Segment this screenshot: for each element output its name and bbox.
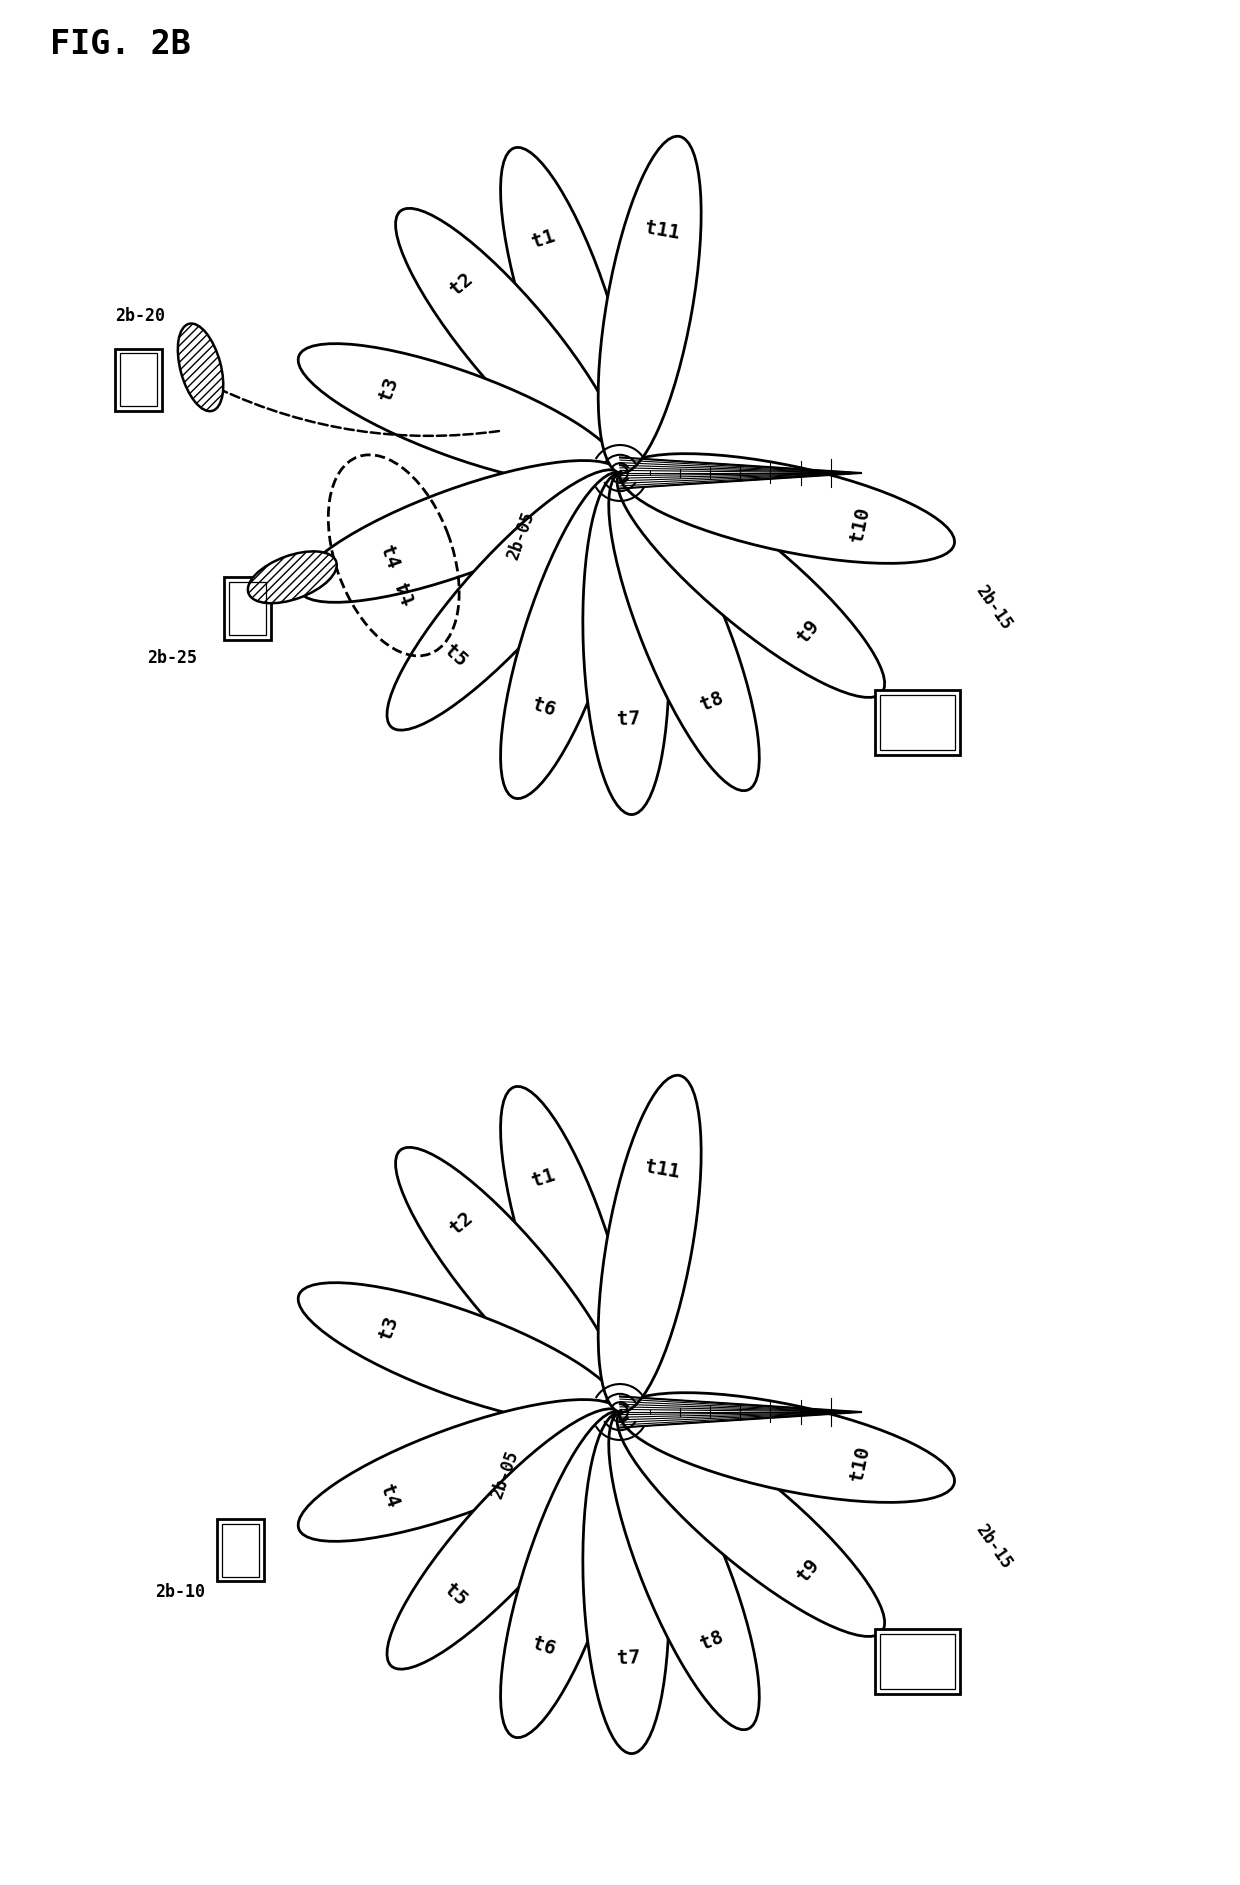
Bar [229, 582, 267, 635]
Text: t7: t7 [616, 1647, 641, 1668]
Ellipse shape [298, 343, 621, 486]
Ellipse shape [298, 1282, 621, 1425]
Text: t2: t2 [446, 270, 477, 300]
Text: t1: t1 [529, 226, 558, 251]
Ellipse shape [177, 324, 223, 411]
Text: t5: t5 [440, 641, 470, 671]
Text: t2: t2 [446, 1208, 477, 1238]
Bar [224, 577, 272, 639]
Bar [115, 349, 161, 411]
Bar [880, 696, 955, 750]
Ellipse shape [396, 1148, 625, 1416]
Text: t4: t4 [376, 543, 402, 571]
Ellipse shape [620, 454, 955, 564]
Ellipse shape [583, 1412, 670, 1753]
Text: t9: t9 [794, 616, 823, 647]
Bar [120, 352, 157, 405]
Ellipse shape [298, 460, 621, 603]
Ellipse shape [501, 1412, 634, 1738]
Text: t3: t3 [376, 375, 402, 403]
Ellipse shape [598, 1074, 701, 1412]
Ellipse shape [618, 467, 884, 697]
Text: t6: t6 [529, 694, 558, 720]
Text: 2b-25: 2b-25 [146, 648, 197, 667]
Text: t11: t11 [644, 219, 682, 243]
Bar [874, 1629, 960, 1695]
Text: t6: t6 [529, 1634, 558, 1659]
Text: 2b-15: 2b-15 [972, 1521, 1016, 1572]
Text: 2b-15: 2b-15 [972, 582, 1016, 633]
Text: t3: t3 [376, 1314, 402, 1342]
Bar [217, 1519, 264, 1582]
Bar [874, 690, 960, 756]
Ellipse shape [609, 471, 759, 790]
Text: t8: t8 [698, 688, 727, 714]
Ellipse shape [620, 1393, 955, 1502]
Text: t10: t10 [848, 505, 874, 543]
Text: t8: t8 [698, 1627, 727, 1653]
Text: t10: t10 [848, 1444, 874, 1482]
Ellipse shape [618, 1408, 884, 1636]
Ellipse shape [396, 209, 625, 475]
Bar [222, 1523, 259, 1576]
Text: t5: t5 [440, 1580, 470, 1610]
Text: t4: t4 [376, 1482, 402, 1510]
Text: 2b-05: 2b-05 [503, 509, 537, 562]
Text: t9: t9 [794, 1555, 823, 1585]
Text: 2b-20: 2b-20 [115, 307, 165, 324]
Text: 2b-05: 2b-05 [489, 1448, 522, 1502]
Ellipse shape [501, 147, 634, 473]
Text: t11: t11 [644, 1157, 682, 1182]
Ellipse shape [609, 1412, 759, 1730]
Ellipse shape [598, 136, 701, 473]
Ellipse shape [387, 469, 624, 729]
Ellipse shape [248, 552, 337, 603]
Ellipse shape [501, 473, 634, 799]
Text: 2b-10: 2b-10 [155, 1583, 205, 1600]
Text: t7: t7 [616, 709, 641, 729]
Ellipse shape [501, 1086, 634, 1412]
Text: FIG. 2B: FIG. 2B [50, 28, 191, 62]
Bar [880, 1634, 955, 1689]
Text: t1: t1 [529, 1165, 558, 1191]
Ellipse shape [387, 1408, 624, 1670]
Ellipse shape [583, 473, 670, 814]
Ellipse shape [298, 1399, 621, 1542]
Text: t4: t4 [394, 577, 420, 607]
